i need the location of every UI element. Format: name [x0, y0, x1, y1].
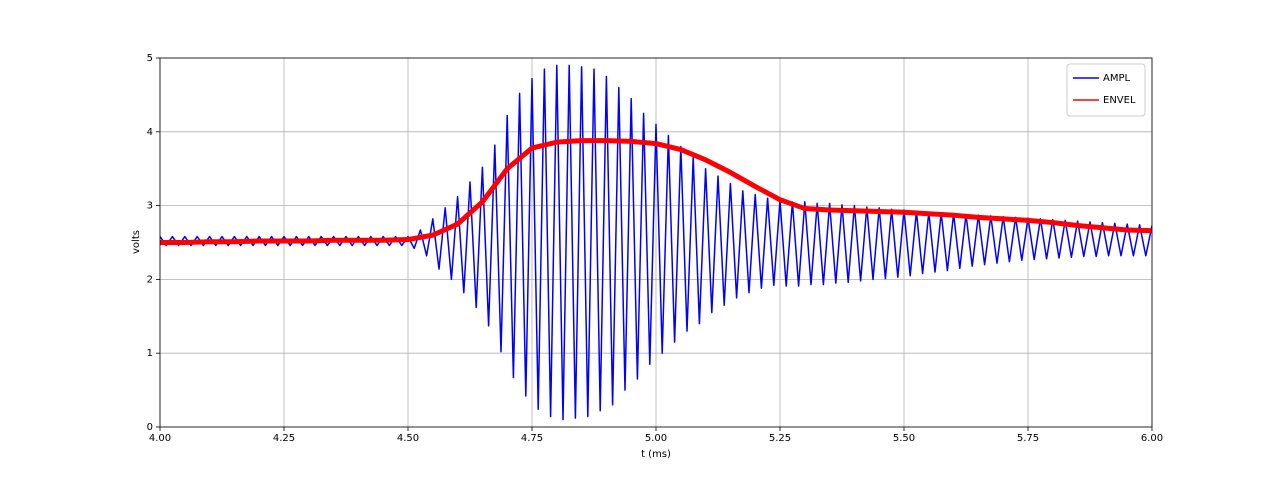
x-tick-label: 4.00 — [149, 433, 171, 444]
legend-box — [1066, 63, 1146, 117]
y-tick-label: 5 — [147, 53, 153, 64]
y-tick-label: 3 — [147, 201, 153, 212]
y-tick-label: 0 — [147, 422, 153, 433]
x-tick-label: 5.50 — [893, 433, 915, 444]
x-tick-label: 5.75 — [1017, 433, 1039, 444]
x-tick-label: 6.00 — [1141, 433, 1163, 444]
y-tick-label: 2 — [147, 274, 153, 285]
x-axis-label: t (ms) — [641, 449, 671, 460]
legend-label: AMPL — [1103, 73, 1130, 84]
x-tick-label: 4.75 — [521, 433, 543, 444]
x-tick-label: 5.00 — [645, 433, 667, 444]
legend-label: ENVEL — [1103, 95, 1136, 106]
y-tick-label: 4 — [147, 127, 153, 138]
x-tick-label: 4.50 — [397, 433, 419, 444]
plot-frame — [159, 57, 1153, 428]
y-axis-label: volts — [131, 230, 142, 254]
y-tick-label: 1 — [147, 348, 153, 359]
x-tick-label: 5.25 — [769, 433, 791, 444]
x-tick-label: 4.25 — [273, 433, 295, 444]
series-line — [160, 138, 1152, 245]
